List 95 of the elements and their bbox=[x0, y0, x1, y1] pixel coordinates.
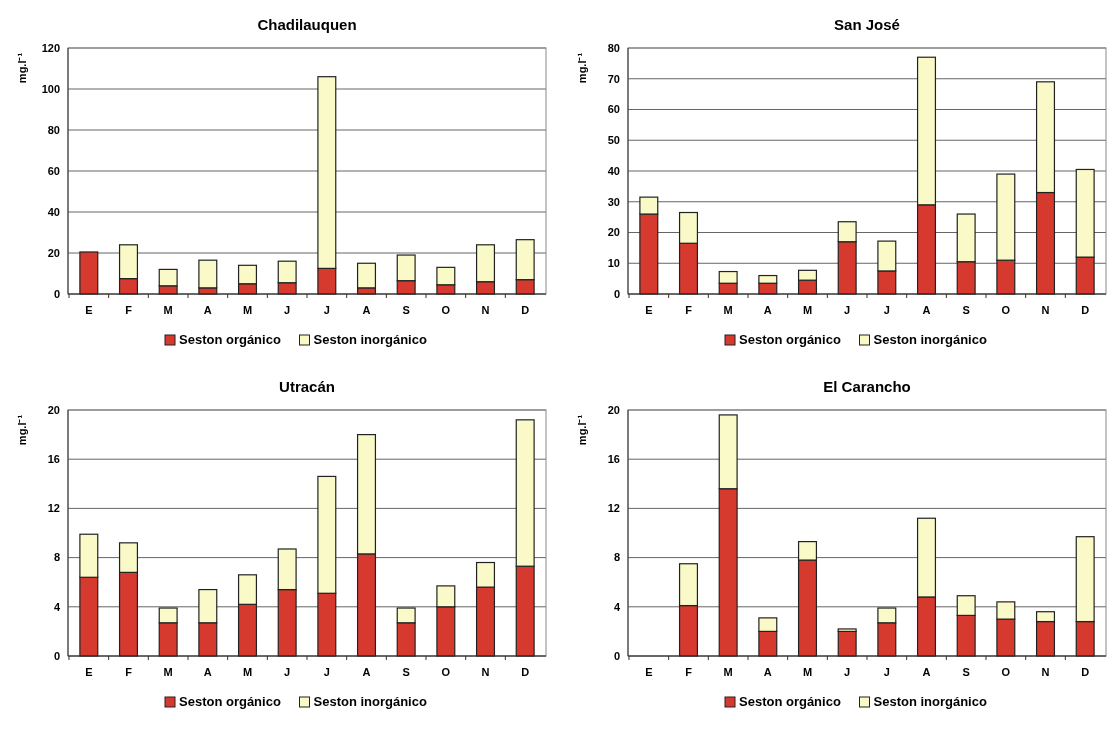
x-tick-label: J bbox=[883, 304, 890, 316]
x-tick-label: F bbox=[125, 304, 133, 316]
bar bbox=[79, 251, 99, 295]
x-tick-label: E bbox=[645, 666, 653, 678]
x-tick-label: M bbox=[723, 304, 733, 316]
legend-label: Seston orgánico bbox=[739, 694, 841, 709]
x-tick-label: S bbox=[962, 666, 970, 678]
x-tick-label: M bbox=[802, 304, 813, 316]
x-tick-label: A bbox=[922, 666, 931, 678]
x-tick-label: J bbox=[323, 666, 330, 678]
y-tick-label: 80 bbox=[47, 123, 60, 136]
x-tick-label: A bbox=[922, 304, 931, 316]
y-tick-label: 4 bbox=[53, 600, 61, 613]
legend-label: Seston inorgánico bbox=[313, 694, 427, 709]
x-tick-label: N bbox=[481, 666, 490, 678]
legend-label: Seston inorgánico bbox=[873, 694, 987, 709]
x-tick-label: O bbox=[1001, 666, 1011, 678]
x-tick-label: F bbox=[685, 304, 693, 316]
x-tick-label: A bbox=[763, 666, 772, 678]
y-axis-title: mg.l⁻¹ bbox=[16, 52, 28, 84]
y-tick-label: 0 bbox=[53, 287, 60, 300]
x-tick-label: J bbox=[323, 304, 330, 316]
chart-title: El Carancho bbox=[823, 378, 911, 395]
y-tick-label: 20 bbox=[607, 226, 620, 239]
x-tick-label: M bbox=[723, 666, 733, 678]
x-tick-label: N bbox=[1041, 666, 1050, 678]
y-tick-label: 70 bbox=[607, 72, 620, 85]
x-tick-label: S bbox=[402, 666, 410, 678]
y-tick-label: 30 bbox=[607, 195, 620, 208]
x-tick-label: O bbox=[441, 304, 451, 316]
x-tick-label: M bbox=[163, 304, 173, 316]
x-tick-label: D bbox=[521, 666, 530, 678]
y-tick-label: 100 bbox=[41, 82, 60, 95]
x-tick-label: D bbox=[521, 304, 530, 316]
x-tick-label: M bbox=[163, 666, 173, 678]
x-tick-label: E bbox=[645, 304, 653, 316]
x-tick-label: E bbox=[85, 304, 93, 316]
x-tick-label: M bbox=[802, 666, 813, 678]
y-tick-label: 120 bbox=[41, 41, 60, 54]
chart-title: Chadilauquen bbox=[257, 16, 357, 33]
legend-label: Seston orgánico bbox=[179, 332, 281, 347]
x-tick-label: E bbox=[85, 666, 93, 678]
y-tick-label: 60 bbox=[607, 103, 620, 116]
x-tick-label: J bbox=[883, 666, 890, 678]
legend-label: Seston inorgánico bbox=[873, 332, 987, 347]
x-tick-label: N bbox=[1041, 304, 1050, 316]
x-tick-label: A bbox=[203, 666, 212, 678]
x-tick-label: A bbox=[362, 304, 371, 316]
y-tick-label: 12 bbox=[47, 502, 60, 515]
y-tick-label: 0 bbox=[613, 287, 620, 300]
y-tick-label: 40 bbox=[607, 164, 620, 177]
x-tick-label: N bbox=[481, 304, 490, 316]
y-tick-label: 50 bbox=[607, 134, 620, 147]
chart-title: San José bbox=[834, 16, 900, 33]
y-tick-label: 0 bbox=[53, 649, 60, 662]
y-tick-label: 4 bbox=[613, 600, 621, 613]
x-tick-label: S bbox=[402, 304, 410, 316]
y-tick-label: 40 bbox=[47, 205, 60, 218]
x-tick-label: A bbox=[203, 304, 212, 316]
y-tick-label: 20 bbox=[47, 246, 60, 259]
y-tick-label: 20 bbox=[47, 403, 60, 416]
chart-title: Utracán bbox=[279, 378, 335, 395]
x-tick-label: O bbox=[441, 666, 451, 678]
x-tick-label: D bbox=[1081, 304, 1090, 316]
y-tick-label: 0 bbox=[613, 649, 620, 662]
x-tick-label: J bbox=[284, 304, 291, 316]
x-tick-label: D bbox=[1081, 666, 1090, 678]
y-tick-label: 16 bbox=[607, 453, 620, 466]
y-tick-label: 12 bbox=[607, 502, 620, 515]
x-tick-label: J bbox=[284, 666, 291, 678]
y-tick-label: 60 bbox=[47, 164, 60, 177]
y-tick-label: 10 bbox=[607, 257, 620, 270]
y-tick-label: 8 bbox=[53, 551, 60, 564]
legend-label: Seston inorgánico bbox=[313, 332, 427, 347]
x-tick-label: A bbox=[362, 666, 371, 678]
x-tick-label: O bbox=[1001, 304, 1011, 316]
y-tick-label: 16 bbox=[47, 453, 60, 466]
legend-label: Seston orgánico bbox=[179, 694, 281, 709]
legend-label: Seston orgánico bbox=[739, 332, 841, 347]
x-tick-label: J bbox=[844, 666, 851, 678]
y-tick-label: 80 bbox=[607, 41, 620, 54]
x-tick-label: F bbox=[125, 666, 133, 678]
bar bbox=[198, 259, 218, 289]
x-tick-label: M bbox=[242, 666, 253, 678]
x-tick-label: J bbox=[844, 304, 851, 316]
y-axis-title: mg.l⁻¹ bbox=[16, 414, 28, 446]
x-tick-label: S bbox=[962, 304, 970, 316]
x-tick-label: M bbox=[242, 304, 253, 316]
y-axis-title: mg.l⁻¹ bbox=[576, 414, 588, 446]
x-tick-label: F bbox=[685, 666, 693, 678]
bar bbox=[356, 262, 377, 289]
y-tick-label: 8 bbox=[613, 551, 620, 564]
y-tick-label: 20 bbox=[607, 403, 620, 416]
y-axis-title: mg.l⁻¹ bbox=[576, 52, 588, 84]
x-tick-label: A bbox=[763, 304, 772, 316]
